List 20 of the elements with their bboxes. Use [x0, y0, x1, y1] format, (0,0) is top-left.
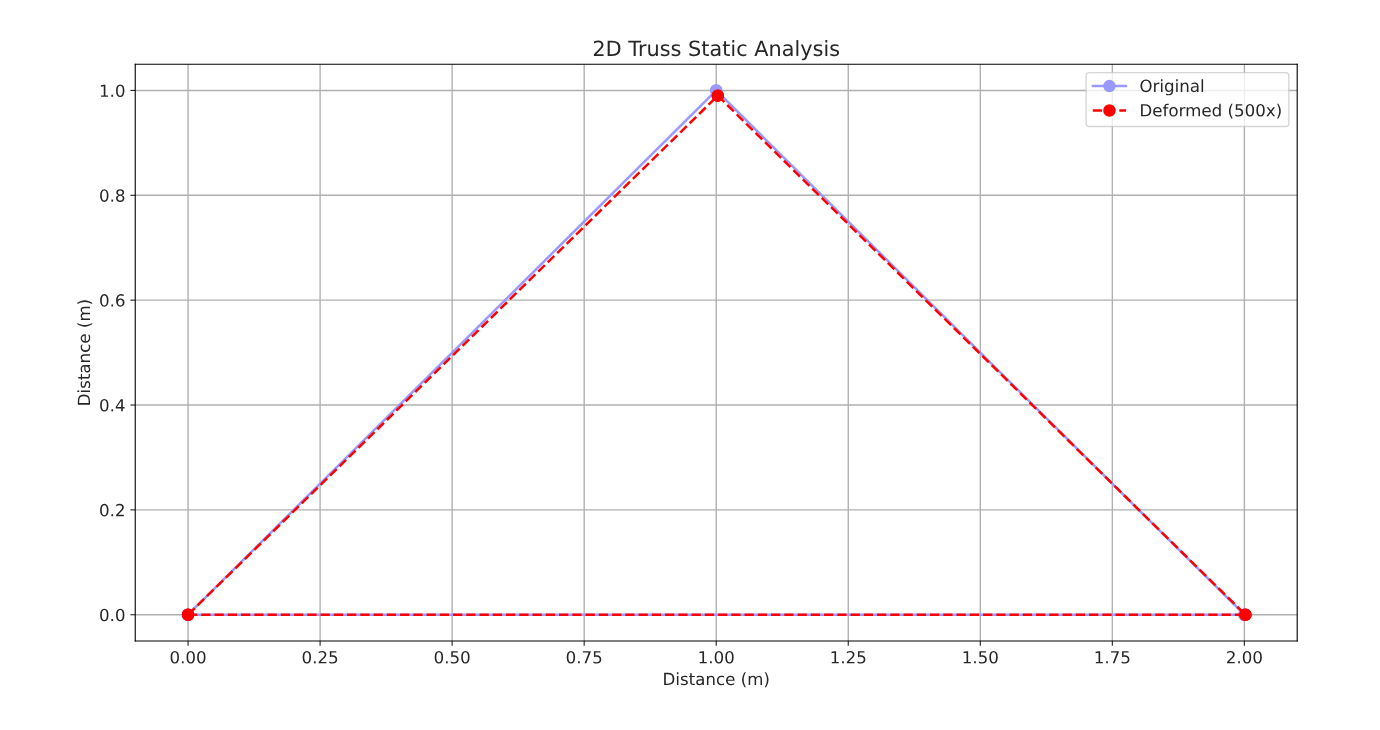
x-tick-label: 1.00 [699, 650, 734, 664]
x-tick-label: 0.75 [566, 650, 602, 664]
y-tick-label: 0.2 [100, 503, 124, 517]
legend-label: Original [1140, 79, 1204, 96]
x-tick-label: 1.25 [831, 650, 866, 664]
x-tick-label: 2.00 [1227, 650, 1262, 664]
y-tick-label: 0.8 [100, 189, 125, 202]
x-axis-title: Distance (m) [664, 672, 769, 688]
x-tick-label: 0.50 [434, 650, 470, 664]
y-axis-title: Distance (m) [77, 300, 93, 405]
x-tick-label: 1.50 [963, 650, 998, 664]
x-tick-label: 0.00 [170, 650, 206, 664]
legend-label: Deformed (500x) [1141, 103, 1281, 119]
y-tick-label: 0.6 [100, 294, 125, 307]
x-tick-label: 1.75 [1095, 651, 1130, 664]
y-tick-label: 0.0 [100, 608, 125, 622]
x-tick-label: 0.25 [302, 650, 338, 664]
chart-title: 2D Truss Static Analysis [593, 40, 840, 61]
y-tick-label: 1.0 [100, 84, 125, 98]
y-tick-label: 0.4 [100, 398, 125, 412]
